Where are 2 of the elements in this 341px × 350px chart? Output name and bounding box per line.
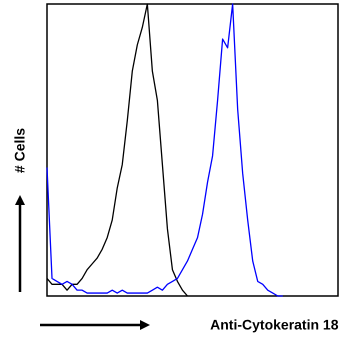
x-axis-title: Anti-Cytokeratin 18 (210, 316, 339, 332)
y-axis-title: # Cells (12, 128, 28, 174)
